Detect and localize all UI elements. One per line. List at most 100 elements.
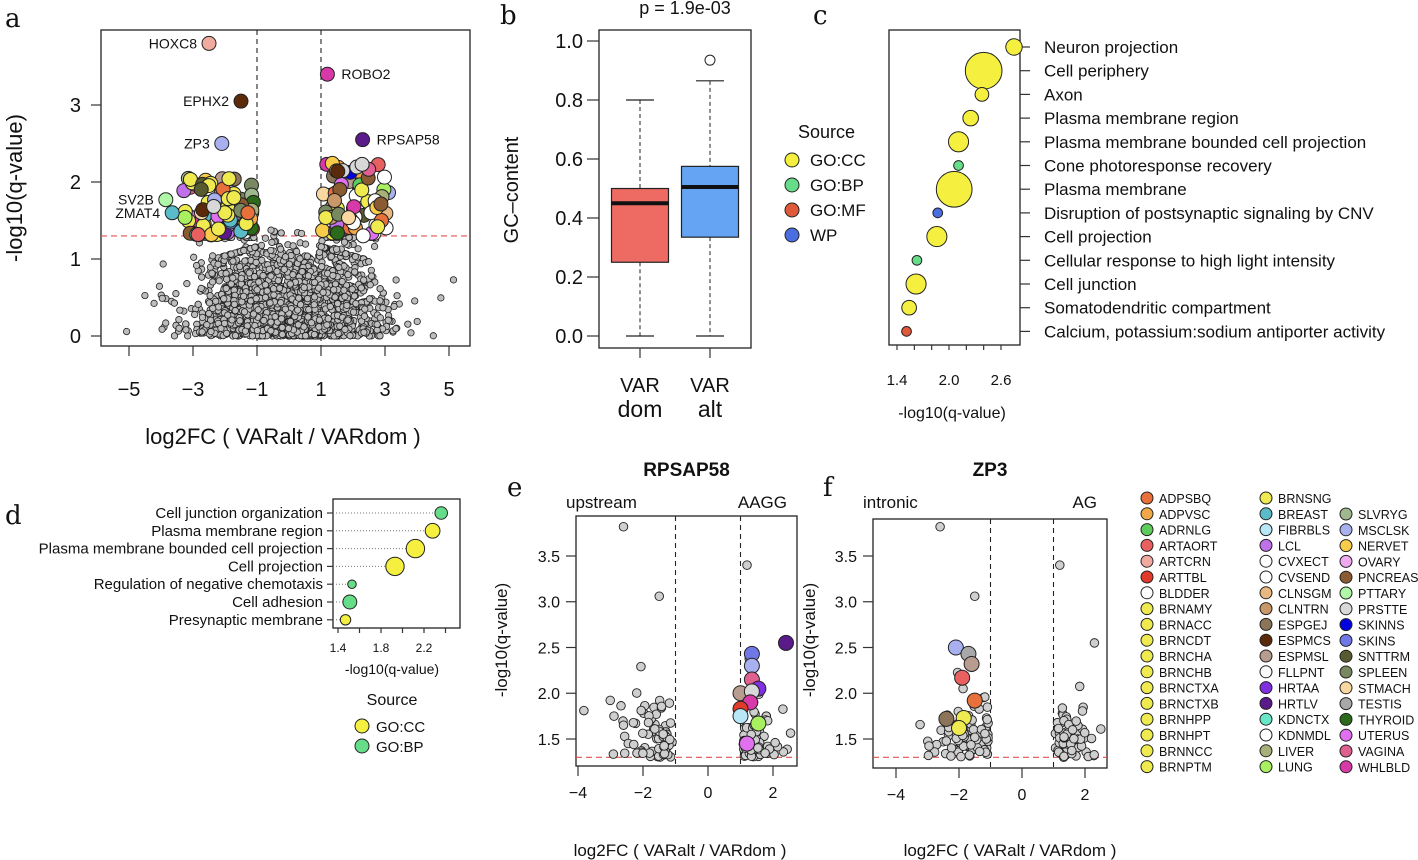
background-point [785,728,796,738]
points-a [101,30,470,346]
legend-label: CVSEND [1278,571,1330,585]
legend-swatch-msclsk [1339,523,1353,537]
points-f [873,519,1107,768]
legend-title: Source [798,122,855,142]
background-point [376,314,384,322]
legend-label: BRNNCC [1159,745,1212,759]
legend-label: SLVRYG [1358,508,1408,522]
legend-swatch-testis [1339,697,1353,711]
background-point [760,748,770,758]
y-tick-label: 0 [70,326,81,348]
legend-swatch-kdnmdl [1259,728,1273,742]
y-tick-label: 2.5 [835,640,857,657]
term-label: Axon [1044,85,1083,104]
legend-label: STMACH [1358,682,1411,696]
background-point [250,273,259,281]
background-point [407,329,415,337]
x-tick-label: 2 [769,785,778,802]
background-point [656,701,667,712]
legend-label: GO:BP [376,739,424,756]
background-point [376,297,384,305]
background-point [158,294,166,302]
plot-frame-b [598,29,752,349]
background-point [753,743,763,753]
background-point [300,323,308,331]
term-label: Calcium, potassium:sodium antiporter act… [1044,322,1386,341]
background-point [172,290,180,298]
term-bubble [901,299,917,316]
legend-swatch-kdnctx [1259,712,1273,726]
outlier-point [1055,560,1065,570]
background-point [277,299,285,307]
background-point [429,332,437,340]
background-point [618,720,629,730]
background-point [351,268,359,276]
background-point [319,288,327,296]
background-point [1074,681,1085,692]
colored-point-msclsk [743,657,760,674]
legend-swatch [784,202,800,218]
background-point [331,293,339,301]
term-bubble [947,131,970,153]
background-point [214,260,222,268]
term-label: Neuron projection [1044,38,1178,57]
gene-label: HOXC8 [149,35,197,51]
legend-swatch-artaort [1140,538,1154,552]
background-point [277,229,285,237]
colored-point-hrtlv [778,634,794,651]
background-point [923,750,934,761]
background-point [123,327,131,336]
y-axis-label: -log10(q-value) [800,583,819,697]
background-point [384,316,392,324]
background-point [280,265,288,273]
legend-swatch-lung [1259,760,1273,774]
colored-point-clntrn [326,193,342,209]
background-point [315,284,323,292]
y-tick-label: 1.5 [538,732,560,749]
background-point [778,704,788,714]
y-tick-label: 3.5 [835,549,857,566]
legend-label: LUNG [1278,761,1313,775]
background-point [1059,751,1069,762]
background-point [301,240,310,248]
x-axis-label: -log10(q-value) [898,405,1006,422]
colored-point-artaort [954,669,971,686]
term-label: Cell junction [1044,275,1137,294]
legend-label: SPLEEN [1358,666,1407,680]
background-point [351,252,359,261]
x-tick-label: −2 [950,787,968,804]
legend-label: ESPMCS [1278,634,1331,648]
x-tick-label: −3 [182,379,205,401]
background-point [1089,750,1099,760]
background-point [220,295,228,303]
background-point [968,724,979,735]
box-alt [680,165,740,238]
panel-label-c: c [813,1,828,31]
background-point [295,294,303,302]
term-label: Regulation of negative chemotaxis [94,576,323,593]
x-tick-label: −4 [887,787,905,804]
background-point [616,701,626,711]
background-point [261,234,270,242]
background-point [367,272,376,280]
x-label-line2: alt [698,396,723,422]
x-tick-label: −1 [246,379,269,401]
background-point [222,329,231,337]
legend-swatch-vagina [1339,744,1353,758]
outlier-point [618,521,629,532]
background-point [631,688,642,698]
colored-point-espmsl [963,655,980,672]
background-point [215,277,223,285]
outlier-point [742,560,752,570]
background-point [770,737,780,748]
legend-swatch-adpvsc [1140,507,1154,521]
background-point [392,325,400,333]
background-point [334,329,342,338]
background-point [170,332,179,340]
background-point [300,283,308,292]
background-point [608,749,619,759]
background-point [310,301,318,309]
background-point [437,294,445,302]
background-point [980,728,990,739]
legend-label: CVXECT [1278,555,1329,569]
